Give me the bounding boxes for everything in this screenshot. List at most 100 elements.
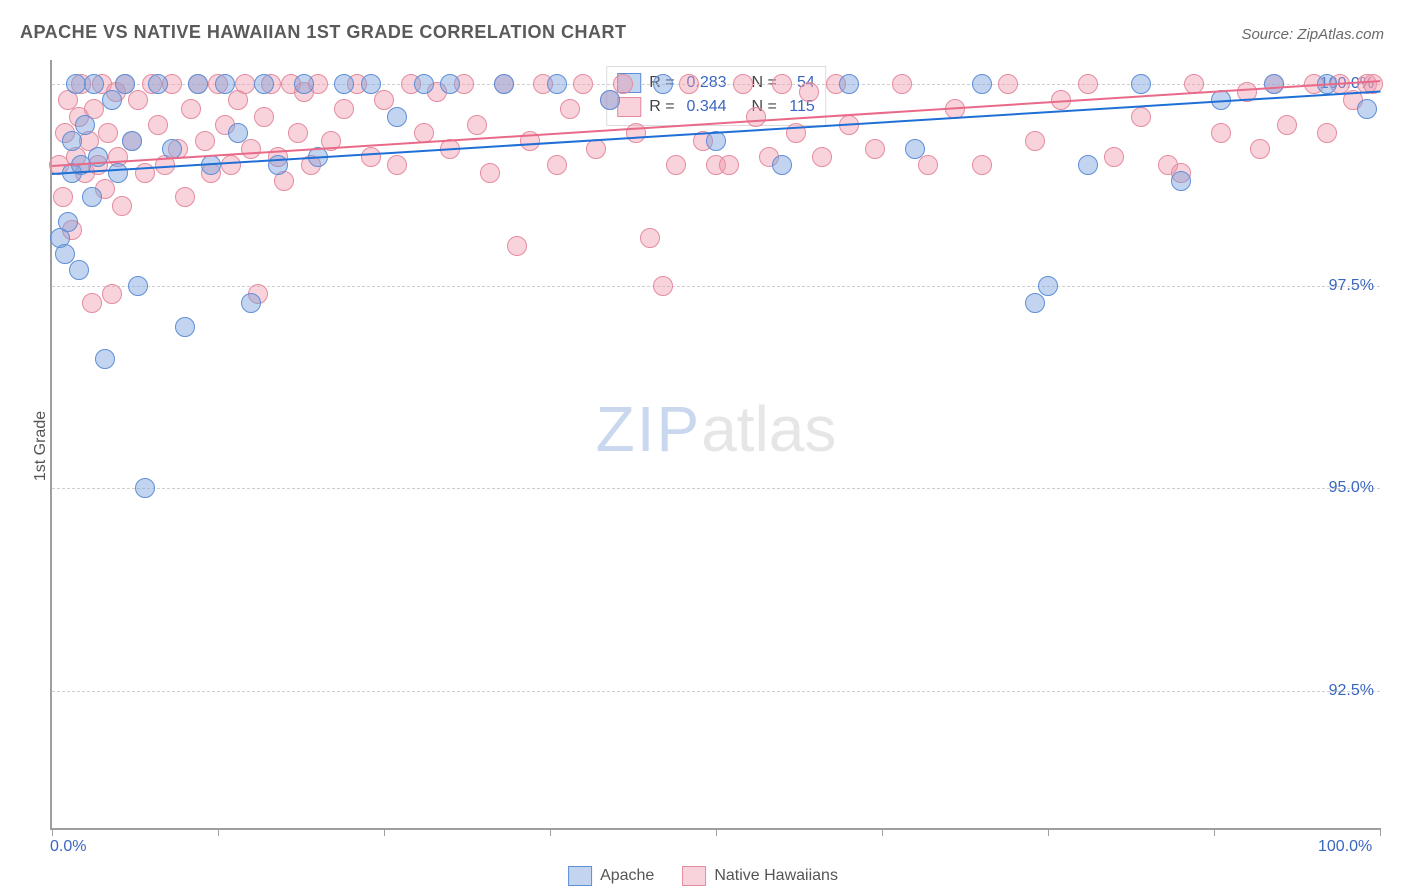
marker-hawaiian xyxy=(719,155,739,175)
legend-label-apache: Apache xyxy=(600,867,654,885)
marker-apache xyxy=(1264,74,1284,94)
marker-hawaiian xyxy=(1025,131,1045,151)
stat-r-hawaiian: 0.344 xyxy=(683,98,727,116)
marker-apache xyxy=(115,74,135,94)
marker-hawaiian xyxy=(573,74,593,94)
watermark-zip: ZIP xyxy=(596,393,702,465)
legend-item-apache: Apache xyxy=(568,866,654,886)
marker-hawaiian xyxy=(387,155,407,175)
marker-hawaiian xyxy=(733,74,753,94)
marker-apache xyxy=(58,212,78,232)
marker-hawaiian xyxy=(998,74,1018,94)
marker-hawaiian xyxy=(640,228,660,248)
marker-hawaiian xyxy=(772,74,792,94)
marker-apache xyxy=(95,349,115,369)
marker-apache xyxy=(75,115,95,135)
source-label: Source: ZipAtlas.com xyxy=(1241,26,1384,43)
marker-apache xyxy=(294,74,314,94)
marker-hawaiian xyxy=(98,123,118,143)
marker-hawaiian xyxy=(334,99,354,119)
marker-apache xyxy=(102,90,122,110)
marker-apache xyxy=(839,74,859,94)
marker-hawaiian xyxy=(241,139,261,159)
marker-hawaiian xyxy=(1317,123,1337,143)
marker-apache xyxy=(108,163,128,183)
chart-plot-area: ZIPatlas R = 0.283 N = 54 R = 0.344 xyxy=(50,60,1380,830)
chart-title: APACHE VS NATIVE HAWAIIAN 1ST GRADE CORR… xyxy=(20,22,627,43)
marker-apache xyxy=(361,74,381,94)
marker-hawaiian xyxy=(560,99,580,119)
marker-apache xyxy=(228,123,248,143)
marker-hawaiian xyxy=(235,74,255,94)
marker-hawaiian xyxy=(626,123,646,143)
marker-hawaiian xyxy=(148,115,168,135)
marker-hawaiian xyxy=(679,74,699,94)
marker-hawaiian xyxy=(865,139,885,159)
marker-hawaiian xyxy=(112,196,132,216)
xtick xyxy=(1380,828,1381,836)
y-axis-label: 1st Grade xyxy=(32,411,50,481)
watermark-atlas: atlas xyxy=(701,393,836,465)
xtick xyxy=(716,828,717,836)
marker-hawaiian xyxy=(1078,74,1098,94)
marker-apache xyxy=(128,276,148,296)
xtick xyxy=(882,828,883,836)
marker-apache xyxy=(175,317,195,337)
marker-apache xyxy=(600,90,620,110)
marker-hawaiian xyxy=(1104,147,1124,167)
marker-hawaiian xyxy=(467,115,487,135)
xtick xyxy=(1214,828,1215,836)
marker-apache xyxy=(1078,155,1098,175)
marker-apache xyxy=(66,74,86,94)
bottom-legend: Apache Native Hawaiians xyxy=(568,866,838,886)
gridline-h xyxy=(52,691,1380,692)
marker-apache xyxy=(1357,99,1377,119)
marker-apache xyxy=(135,478,155,498)
marker-apache xyxy=(494,74,514,94)
marker-hawaiian xyxy=(254,107,274,127)
xtick xyxy=(384,828,385,836)
marker-apache xyxy=(148,74,168,94)
marker-apache xyxy=(653,74,673,94)
xtick xyxy=(52,828,53,836)
marker-hawaiian xyxy=(82,293,102,313)
marker-apache xyxy=(334,74,354,94)
marker-hawaiian xyxy=(1131,107,1151,127)
marker-hawaiian xyxy=(666,155,686,175)
marker-apache xyxy=(1171,171,1191,191)
marker-hawaiian xyxy=(547,155,567,175)
xtick xyxy=(550,828,551,836)
marker-hawaiian xyxy=(361,147,381,167)
marker-hawaiian xyxy=(586,139,606,159)
marker-apache xyxy=(62,131,82,151)
marker-apache xyxy=(1038,276,1058,296)
marker-hawaiian xyxy=(102,284,122,304)
marker-apache xyxy=(905,139,925,159)
marker-hawaiian xyxy=(221,155,241,175)
marker-apache xyxy=(241,293,261,313)
marker-apache xyxy=(772,155,792,175)
ytick-label: 92.5% xyxy=(1329,682,1374,700)
marker-hawaiian xyxy=(892,74,912,94)
xaxis-end-label: 100.0% xyxy=(1318,838,1372,856)
marker-apache xyxy=(414,74,434,94)
marker-hawaiian xyxy=(53,187,73,207)
xtick xyxy=(1048,828,1049,836)
marker-apache xyxy=(387,107,407,127)
gridline-h xyxy=(52,488,1380,489)
marker-hawaiian xyxy=(195,131,215,151)
marker-hawaiian xyxy=(1211,123,1231,143)
marker-apache xyxy=(69,260,89,280)
marker-apache xyxy=(1131,74,1151,94)
marker-hawaiian xyxy=(181,99,201,119)
marker-hawaiian xyxy=(613,74,633,94)
marker-hawaiian xyxy=(128,90,148,110)
marker-hawaiian xyxy=(799,82,819,102)
marker-apache xyxy=(122,131,142,151)
marker-hawaiian xyxy=(972,155,992,175)
marker-hawaiian xyxy=(918,155,938,175)
legend-swatch-apache xyxy=(568,866,592,886)
marker-apache xyxy=(1025,293,1045,313)
marker-hawaiian xyxy=(175,187,195,207)
marker-hawaiian xyxy=(812,147,832,167)
